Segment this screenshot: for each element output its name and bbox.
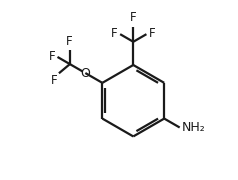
Text: F: F <box>49 50 56 63</box>
Text: F: F <box>130 12 137 24</box>
Text: F: F <box>111 27 118 40</box>
Text: O: O <box>80 67 90 80</box>
Text: F: F <box>149 27 155 40</box>
Text: NH₂: NH₂ <box>182 121 205 134</box>
Text: F: F <box>66 35 72 48</box>
Text: F: F <box>50 74 57 87</box>
